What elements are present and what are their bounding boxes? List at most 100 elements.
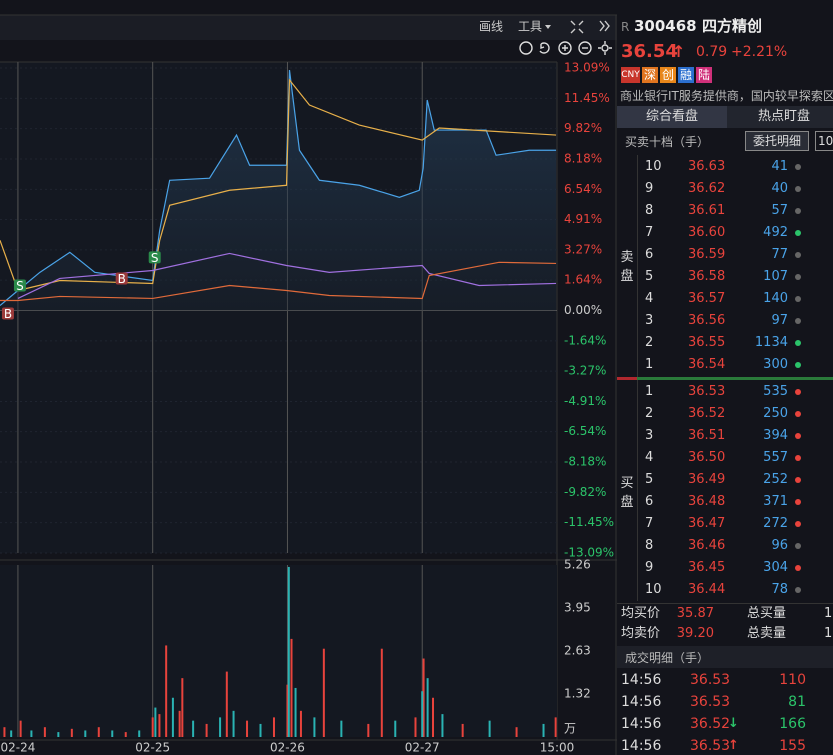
volume-dot: [795, 186, 801, 192]
volume-bar: [70, 728, 73, 737]
volume-bar: [154, 707, 157, 737]
depth-button[interactable]: 10: [815, 131, 833, 151]
volume-dot: [795, 230, 801, 236]
window-icons[interactable]: [570, 20, 610, 34]
book-volume: 57: [771, 203, 788, 218]
book-price: 36.54: [688, 357, 726, 372]
book-price: 36.60: [688, 225, 726, 240]
stock-code: 300468: [634, 17, 697, 35]
y-tick-label: -3.27%: [564, 364, 606, 378]
level: 10: [645, 159, 662, 174]
book-volume: 300: [763, 357, 788, 372]
volume-dot: [795, 565, 801, 571]
description: 商业银行IT服务提供商，国内较早探索区: [620, 89, 833, 103]
book-price: 36.55: [688, 335, 726, 350]
tag: 创: [660, 67, 676, 83]
book-price: 36.48: [688, 494, 726, 509]
trade-price: 36.53: [690, 738, 731, 754]
volume-dot: [795, 274, 801, 280]
trade-marker: [1, 307, 14, 320]
trade-volume: 155: [779, 738, 806, 754]
chart-panel: 画线 工具 13.09% 11.45% 9.82% 8.18% 6.54% 4.91% 3.…: [0, 14, 617, 755]
book-volume: 97: [771, 313, 788, 328]
volume-bar: [380, 648, 383, 737]
trade-time: 14:56: [621, 672, 662, 688]
tag: CNY: [621, 67, 640, 83]
order-book-title: 买卖十档（手）: [625, 135, 710, 149]
buy-label: 买盘: [620, 476, 634, 510]
trade-volume: 110: [779, 672, 806, 688]
volume-bar: [192, 720, 195, 737]
level: 6: [645, 494, 654, 509]
line-series: [0, 69, 557, 306]
volume-bar: [414, 717, 417, 737]
chart-tools[interactable]: [519, 41, 612, 55]
volume-bar: [441, 714, 444, 737]
volume-bar: [394, 720, 397, 737]
volume-bar: [181, 678, 184, 737]
tab[interactable]: 热点盯盘: [757, 109, 810, 124]
book-volume: 40: [771, 181, 788, 196]
book-price: 36.46: [688, 538, 726, 553]
volume-bar: [432, 697, 435, 737]
level: 2: [645, 406, 654, 421]
price-area: [0, 70, 557, 311]
volume-dot: [795, 164, 801, 170]
book-price: 36.47: [688, 516, 726, 531]
trade-volume: 81: [788, 694, 806, 710]
book-price: 36.51: [688, 428, 726, 443]
volume-dot: [795, 499, 801, 505]
volume-dot: [795, 521, 801, 527]
volume-tick-label: 1.32: [564, 686, 591, 700]
volume-bar: [138, 730, 141, 737]
detail-button[interactable]: 委托明细: [745, 131, 809, 151]
price: 36.54: [621, 41, 678, 62]
level: 3: [645, 428, 654, 443]
summary-value: 35.87: [676, 606, 714, 621]
volume-bar: [171, 697, 174, 737]
volume-bar: [97, 727, 100, 737]
y-tick-label: -8.18%: [564, 455, 606, 469]
y-tick-label: 0.00%: [564, 303, 602, 317]
summary-total: 12: [824, 626, 833, 641]
volume-bar: [294, 687, 297, 737]
volume-dot: [795, 587, 801, 593]
y-tick-label: -13.09%: [564, 546, 614, 560]
volume-dot: [795, 389, 801, 395]
draw-button[interactable]: 画线: [479, 20, 503, 34]
line-series: [17, 252, 557, 299]
trade-marker: [115, 272, 128, 285]
line-series: [0, 78, 557, 292]
volume-bar: [488, 720, 491, 737]
tag: 融: [678, 67, 694, 83]
volume-bar: [84, 730, 87, 737]
y-tick-label: 11.45%: [564, 91, 610, 105]
level: 1: [645, 357, 654, 372]
summary-value: 39.20: [676, 626, 714, 641]
volume-dot: [795, 340, 801, 346]
trade-marker-label: B: [4, 307, 12, 321]
spread-red: [617, 377, 637, 380]
book-volume: 250: [763, 406, 788, 421]
level: 6: [645, 247, 654, 262]
tab[interactable]: 综合看盘: [617, 106, 727, 128]
y-tick-label: 4.91%: [564, 212, 602, 226]
level: 7: [645, 225, 654, 240]
book-volume: 272: [763, 516, 788, 531]
x-tick-label: 15:00: [540, 741, 575, 755]
volume-dot: [795, 252, 801, 258]
volume-bar: [367, 723, 370, 737]
volume-bar: [246, 720, 249, 737]
book-volume: 107: [763, 269, 788, 284]
tools-button[interactable]: 工具: [518, 20, 542, 34]
book-price: 36.49: [688, 472, 726, 487]
level: 8: [645, 203, 654, 218]
toolbar: [0, 15, 617, 40]
volume-bar: [287, 566, 290, 737]
volume-bar: [30, 730, 33, 737]
level: 9: [645, 181, 654, 196]
trade-price: 36.53: [690, 694, 731, 710]
volume-bar: [259, 723, 262, 737]
y-tick-label: -6.54%: [564, 424, 606, 438]
